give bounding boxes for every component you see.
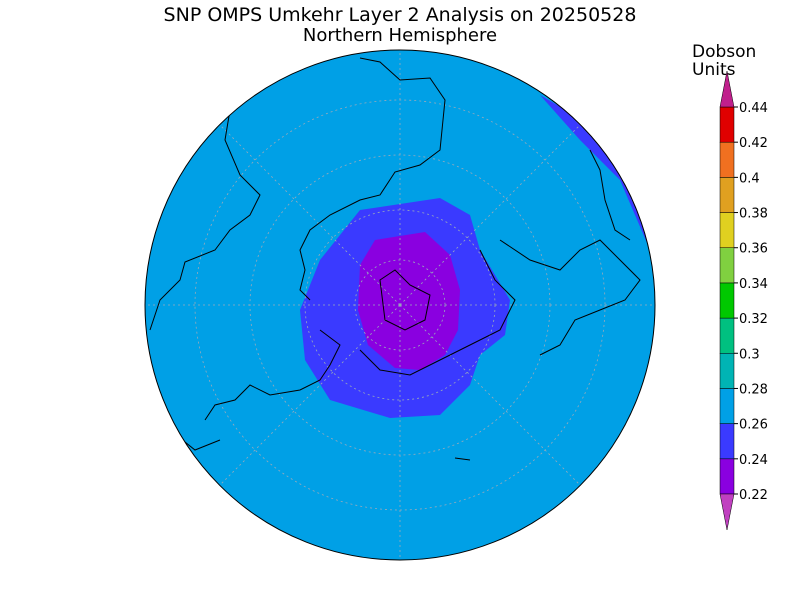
colorbar-over [719,70,735,108]
colorbar-band [719,177,735,213]
colorbar-tick-label: 0.24 [739,453,768,468]
colorbar-under [719,493,735,531]
colorbar-tick-label: 0.42 [739,136,768,151]
colorbar-tick-label: 0.28 [739,382,768,397]
colorbar-band [719,247,735,284]
polar-map [144,49,656,561]
colorbar-band [719,458,735,495]
title: SNP OMPS Umkehr Layer 2 Analysis on 2025… [164,4,637,26]
colorbar: Dobson Units 0.22 0.24 0.26 0.28 0.3 0.32 0.34… [692,42,768,531]
colorbar-tick-label: 0.4 [739,171,760,186]
colorbar-tick-label: 0.26 [739,418,768,433]
colorbar-band [719,282,735,319]
colorbar-tick-label: 0.3 [739,347,760,362]
lowest-region [358,232,460,370]
colorbar-band [719,353,735,389]
colorbar-tick-label: 0.22 [739,488,768,503]
colorbar-band [719,423,735,460]
colorbar-tick-label: 0.38 [739,207,768,222]
colorbar-band [719,106,735,143]
colorbar-tick-label: 0.36 [739,242,768,257]
colorbar-band [719,388,735,424]
colorbar-label: Dobson [692,42,756,62]
colorbar-band [719,141,735,178]
colorbar-tick-label: 0.44 [739,101,768,116]
colorbar-label: Units [692,60,736,80]
subtitle: Northern Hemisphere [303,25,497,46]
colorbar-tick-label: 0.34 [739,277,768,292]
colorbar-band [719,317,735,354]
colorbar-band [719,212,735,248]
colorbar-tick-label: 0.32 [739,312,768,327]
